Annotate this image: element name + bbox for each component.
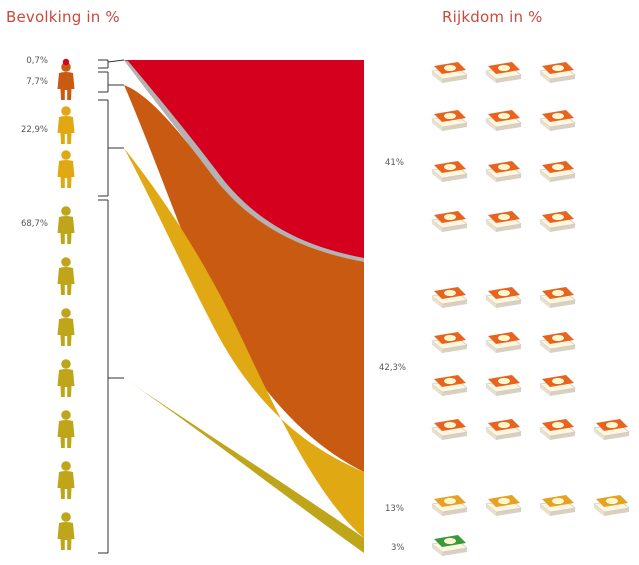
money-stack-icon [431, 286, 468, 309]
wealth-label-3: 3% [391, 543, 405, 553]
money-stack-icon [539, 331, 576, 354]
wealth-stacks [431, 61, 630, 557]
person-icon [57, 106, 75, 144]
person-icon [57, 308, 75, 346]
person-icon [57, 206, 75, 244]
person-icon [57, 512, 75, 550]
population-label-2: 22,9% [20, 125, 48, 135]
population-title: Bevolking in % [6, 8, 120, 26]
money-stack-icon [431, 109, 468, 132]
person-icon [57, 359, 75, 397]
money-stack-icon [485, 160, 522, 183]
population-brackets [98, 59, 125, 554]
money-stack-icon [539, 61, 576, 84]
person-icon [57, 410, 75, 448]
flow-band-top-class [124, 60, 364, 262]
money-stack-icon [431, 210, 468, 233]
money-stack-icon [485, 61, 522, 84]
flow-band-lower-class [124, 378, 364, 553]
money-stack-icon [539, 286, 576, 309]
money-stack-icon [485, 331, 522, 354]
flow-band-upper-class [124, 85, 364, 472]
money-stack-icon [593, 494, 630, 517]
person-icon [57, 62, 75, 100]
money-stack-icon [485, 210, 522, 233]
wealth-label-1: 42,3% [379, 363, 407, 373]
money-stack-icon [485, 374, 522, 397]
wealth-label-2: 13% [385, 504, 404, 514]
population-label-1: 7,7% [26, 77, 48, 87]
money-stack-icon [431, 494, 468, 517]
money-stack-icon [431, 160, 468, 183]
money-stack-icon [593, 418, 630, 441]
population-label-0: 0,7% [26, 56, 48, 66]
people-column [57, 58, 75, 550]
money-stack-icon [485, 494, 522, 517]
money-stack-icon [485, 418, 522, 441]
population-label-3: 68,7% [20, 219, 48, 229]
money-stack-icon [485, 109, 522, 132]
money-stack-icon [539, 418, 576, 441]
wealth-label-0: 41% [385, 158, 404, 168]
money-stack-icon [539, 109, 576, 132]
money-stack-icon [539, 160, 576, 183]
money-stack-icon [431, 418, 468, 441]
person-icon [57, 257, 75, 295]
wealth-title: Rijkdom in % [442, 8, 543, 26]
money-stack-icon [431, 534, 468, 557]
person-icon [57, 150, 75, 188]
flow-band-middle-class [124, 148, 364, 538]
money-stack-icon [539, 210, 576, 233]
money-stack-icon [431, 61, 468, 84]
money-stack-icon [485, 286, 522, 309]
money-stack-icon [431, 331, 468, 354]
person-icon [57, 461, 75, 499]
money-stack-icon [539, 494, 576, 517]
money-stack-icon [431, 374, 468, 397]
money-stack-icon [539, 374, 576, 397]
person-dot-icon [62, 58, 70, 66]
